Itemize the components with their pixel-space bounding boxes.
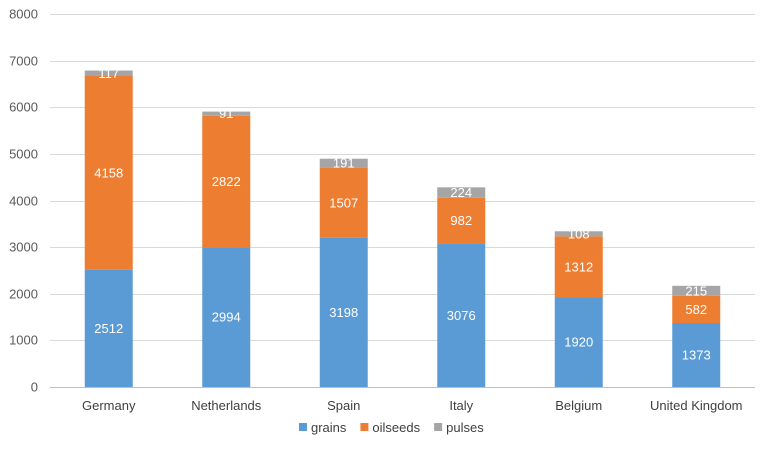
data-label-pulses: 91 (219, 106, 233, 121)
bar-segment-oilseeds (84, 76, 133, 270)
category-label: Germany (82, 398, 136, 413)
data-label-pulses: 117 (98, 66, 119, 81)
legend: grains oilseeds pulses (299, 420, 484, 435)
data-label-grains: 1920 (564, 335, 593, 350)
bars (84, 70, 721, 387)
category-label: Netherlands (191, 398, 262, 413)
y-tick-label: 4000 (9, 194, 38, 209)
bar-segment-oilseeds (202, 115, 251, 248)
y-tick-label: 5000 (9, 147, 38, 162)
bar-segment-grains (202, 247, 251, 387)
data-label-oilseeds: 4158 (94, 165, 123, 180)
category-label: United Kingdom (650, 398, 743, 413)
data-label-oilseeds: 582 (685, 302, 707, 317)
category-label: Spain (327, 398, 360, 413)
data-label-grains: 2994 (212, 310, 241, 325)
bar-segment-grains (84, 269, 133, 387)
data-label-grains: 3198 (329, 305, 358, 320)
x-axis-category-labels: Germany Netherlands Spain Italy Belgium Unite… (82, 398, 742, 413)
legend-label-pulses: pulses (446, 420, 484, 435)
bar-segment-oilseeds (319, 167, 368, 238)
bar-segment-pulses (319, 158, 368, 168)
bar-segment-oilseeds (437, 197, 486, 244)
data-labels: 2512 4158 117 2994 2822 91 3198 1507 191 3076 982 2… (94, 66, 710, 363)
y-tick-label: 7000 (9, 54, 38, 69)
data-label-grains: 2512 (94, 321, 123, 336)
bar-segment-pulses (84, 70, 133, 77)
bar-segment-grains (672, 322, 721, 387)
y-tick-label: 3000 (9, 240, 38, 255)
bar-segment-pulses (202, 111, 251, 116)
bar-segment-oilseeds (554, 236, 603, 298)
legend-label-grains: grains (311, 420, 347, 435)
y-tick-label: 8000 (9, 7, 38, 22)
bar-segment-pulses (554, 231, 603, 237)
data-label-oilseeds: 1312 (564, 259, 593, 274)
bar-segment-pulses (437, 187, 486, 198)
category-label: Belgium (555, 398, 602, 413)
data-label-pulses: 108 (568, 226, 590, 241)
y-tick-label: 0 (31, 380, 38, 395)
data-label-oilseeds: 1507 (329, 195, 358, 210)
gridlines (50, 14, 755, 388)
bar-segment-grains (319, 237, 368, 387)
data-label-pulses: 224 (450, 185, 472, 200)
data-label-grains: 3076 (447, 308, 476, 323)
legend-swatch-oilseeds (360, 423, 369, 431)
y-axis-tick-labels: 0 1000 2000 3000 4000 5000 6000 7000 8000 (9, 7, 38, 395)
category-label: Italy (449, 398, 473, 413)
y-tick-label: 2000 (9, 287, 38, 302)
legend-swatch-grains (299, 423, 307, 431)
data-label-oilseeds: 2822 (212, 174, 241, 189)
y-tick-label: 1000 (9, 333, 38, 348)
data-label-pulses: 215 (685, 283, 707, 298)
data-label-oilseeds: 982 (450, 213, 472, 228)
legend-swatch-pulses (434, 423, 443, 431)
legend-label-oilseeds: oilseeds (372, 420, 420, 435)
y-tick-label: 6000 (9, 100, 38, 115)
bar-segment-oilseeds (672, 295, 721, 323)
data-label-grains: 1373 (682, 347, 711, 362)
bar-segment-grains (437, 243, 486, 387)
bar-segment-pulses (672, 285, 721, 296)
data-label-pulses: 191 (333, 156, 355, 171)
bar-segment-grains (554, 297, 603, 387)
